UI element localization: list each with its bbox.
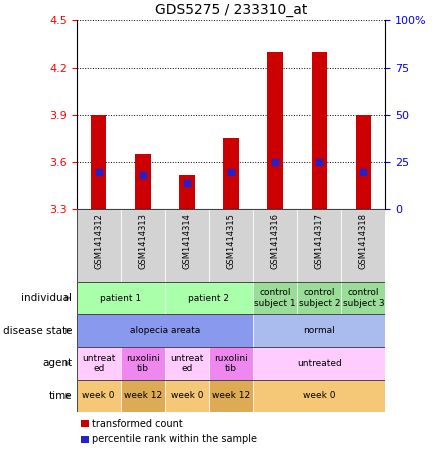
Text: control
subject 1: control subject 1	[254, 289, 296, 308]
Text: GSM1414317: GSM1414317	[315, 213, 324, 269]
Bar	[223, 139, 239, 209]
Text: disease state: disease state	[3, 326, 72, 336]
Bar	[165, 380, 209, 412]
Text: individual: individual	[21, 293, 72, 303]
Text: normal: normal	[304, 326, 335, 335]
Bar	[253, 380, 385, 412]
Bar	[356, 115, 371, 209]
Text: week 12: week 12	[124, 391, 162, 400]
Text: GSM1414315: GSM1414315	[226, 213, 236, 269]
Bar	[77, 282, 165, 314]
Text: control
subject 3: control subject 3	[343, 289, 384, 308]
Text: GSM1414312: GSM1414312	[94, 213, 103, 269]
Bar	[77, 314, 253, 347]
Text: GSM1414313: GSM1414313	[138, 213, 147, 269]
Bar	[179, 175, 194, 209]
Text: GSM1414314: GSM1414314	[183, 213, 191, 269]
Bar	[297, 282, 341, 314]
Text: GSM1414316: GSM1414316	[271, 213, 279, 269]
Bar	[91, 115, 106, 209]
Text: untreated: untreated	[297, 359, 342, 368]
Text: patient 2: patient 2	[188, 294, 230, 303]
Bar	[121, 347, 165, 380]
Bar	[135, 154, 151, 209]
Bar	[341, 282, 385, 314]
Bar	[297, 209, 341, 282]
Text: patient 1: patient 1	[100, 294, 141, 303]
Text: week 0: week 0	[82, 391, 115, 400]
Text: alopecia areata: alopecia areata	[130, 326, 200, 335]
Bar	[121, 209, 165, 282]
Text: week 0: week 0	[171, 391, 203, 400]
Text: week 0: week 0	[303, 391, 336, 400]
Bar	[121, 380, 165, 412]
Bar	[165, 209, 209, 282]
Bar	[209, 209, 253, 282]
Bar	[165, 347, 209, 380]
Text: untreat
ed: untreat ed	[82, 354, 115, 373]
Bar	[253, 282, 297, 314]
Bar	[253, 209, 297, 282]
Text: ruxolini
tib: ruxolini tib	[214, 354, 248, 373]
Bar	[209, 347, 253, 380]
Text: GSM1414318: GSM1414318	[359, 213, 368, 269]
Bar	[268, 52, 283, 209]
Bar	[77, 380, 121, 412]
Bar	[311, 52, 327, 209]
Text: control
subject 2: control subject 2	[299, 289, 340, 308]
Text: agent: agent	[42, 358, 72, 368]
Title: GDS5275 / 233310_at: GDS5275 / 233310_at	[155, 3, 307, 17]
Bar	[165, 282, 253, 314]
Text: week 12: week 12	[212, 391, 250, 400]
Bar	[77, 347, 121, 380]
Text: untreat
ed: untreat ed	[170, 354, 204, 373]
Bar	[341, 209, 385, 282]
Text: percentile rank within the sample: percentile rank within the sample	[92, 434, 257, 444]
Bar	[209, 380, 253, 412]
Text: ruxolini
tib: ruxolini tib	[126, 354, 160, 373]
Text: time: time	[49, 391, 72, 401]
Bar	[77, 209, 121, 282]
Bar	[253, 314, 385, 347]
Bar	[253, 347, 385, 380]
Text: transformed count: transformed count	[92, 419, 183, 429]
